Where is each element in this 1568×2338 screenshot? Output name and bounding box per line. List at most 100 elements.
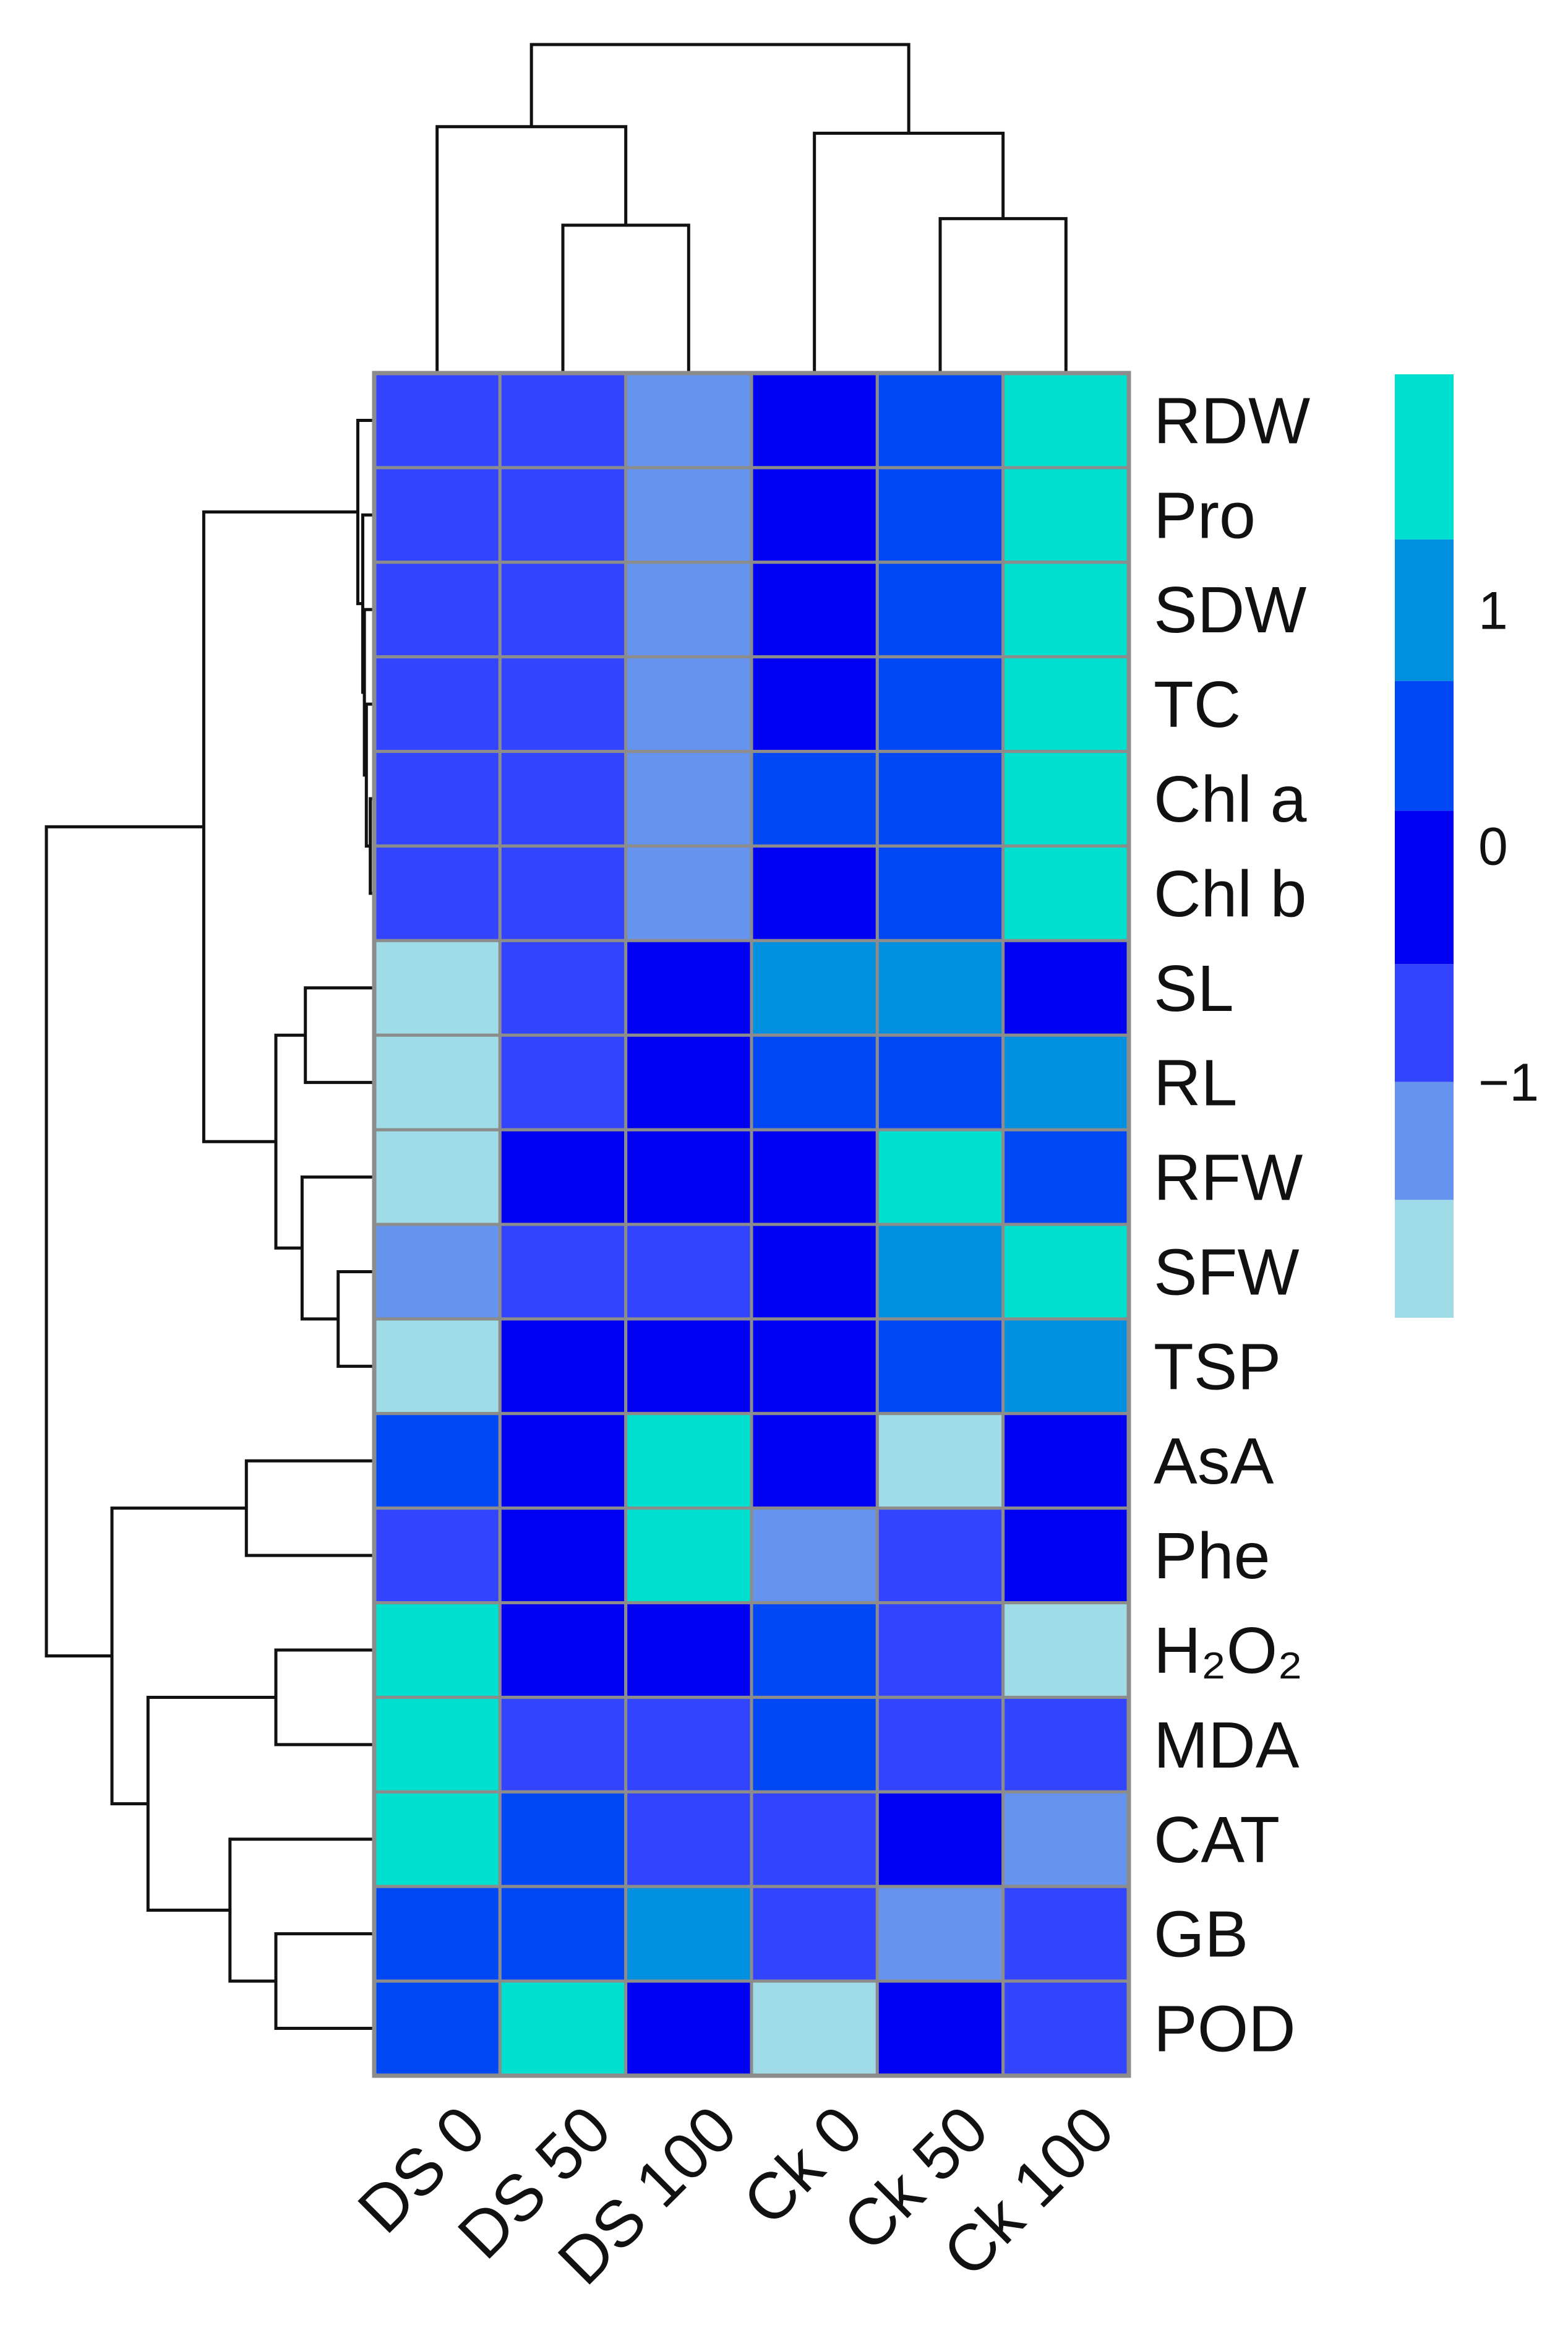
cell-asa-ds-0 xyxy=(372,1412,502,1510)
column-dendrogram xyxy=(435,43,1068,373)
cell-sfw-ds-50 xyxy=(498,1223,628,1321)
row-label: POD xyxy=(1154,1993,1296,2066)
row-label: RDW xyxy=(1154,384,1310,457)
column-dendrogram-branch xyxy=(938,217,1068,373)
cell-cat-ds-50 xyxy=(498,1790,628,1888)
cell-rdw-ds-0 xyxy=(372,371,502,470)
row-dendrogram-branch xyxy=(336,1270,374,1368)
cell-chl-a-ck-100 xyxy=(1001,750,1131,848)
cell-sfw-ds-0 xyxy=(372,1223,502,1321)
row-labels: RDW Pro SDW TC Chl a Chl b SL RL RFW SFW TSP AsA Phe… xyxy=(1154,384,1310,2065)
cell-gb-ds-50 xyxy=(498,1885,628,1983)
cell-tc-ck-100 xyxy=(1001,655,1131,754)
cell-h-o-ck-0 xyxy=(750,1601,879,1699)
cell-sdw-ck-0 xyxy=(750,561,879,659)
legend-swatch xyxy=(1395,374,1454,539)
cell-mda-ds-50 xyxy=(498,1695,628,1794)
row-label: Pro xyxy=(1154,479,1256,552)
cell-tc-ck-50 xyxy=(875,655,1005,754)
legend-swatch xyxy=(1395,539,1454,681)
cell-gb-ck-100 xyxy=(1001,1885,1131,1983)
legend-swatch xyxy=(1395,1081,1454,1200)
column-dendrogram-branch xyxy=(529,43,910,134)
cell-h-o-ds-50 xyxy=(498,1601,628,1699)
color-legend: 1 0 −1 xyxy=(1395,374,1539,1318)
cell-h-o-ck-50 xyxy=(875,1601,1005,1699)
cell-phe-ds-0 xyxy=(372,1506,502,1605)
cell-pod-ds-0 xyxy=(372,1979,502,2078)
row-label: Phe xyxy=(1154,1519,1270,1592)
row-dendrogram-branch xyxy=(228,1837,374,1983)
cell-cat-ck-50 xyxy=(875,1790,1005,1888)
cell-asa-ck-100 xyxy=(1001,1412,1131,1510)
cell-sdw-ck-100 xyxy=(1001,561,1131,659)
row-dendrogram-branch xyxy=(356,418,374,606)
cell-tc-ds-0 xyxy=(372,655,502,754)
cell-phe-ds-100 xyxy=(624,1506,753,1605)
cell-sl-ck-50 xyxy=(875,939,1005,1037)
row-label: CAT xyxy=(1154,1803,1280,1876)
cell-pod-ck-100 xyxy=(1001,1979,1131,2078)
row-label: RL xyxy=(1154,1047,1238,1120)
cell-chl-a-ds-0 xyxy=(372,750,502,848)
cell-sfw-ck-50 xyxy=(875,1223,1005,1321)
cell-sl-ds-0 xyxy=(372,939,502,1037)
cell-mda-ds-100 xyxy=(624,1695,753,1794)
cell-sdw-ds-0 xyxy=(372,561,502,659)
row-dendrogram xyxy=(45,418,374,2031)
column-dendrogram-branch xyxy=(435,125,628,373)
cell-tsp-ds-100 xyxy=(624,1317,753,1416)
cell-rdw-ck-50 xyxy=(875,371,1005,470)
cell-rfw-ck-100 xyxy=(1001,1128,1131,1226)
legend-swatch xyxy=(1395,810,1454,965)
heatmap-grid xyxy=(372,371,1131,2078)
cell-sfw-ds-100 xyxy=(624,1223,753,1321)
cell-sdw-ds-100 xyxy=(624,561,753,659)
cell-tsp-ck-100 xyxy=(1001,1317,1131,1416)
cell-cat-ds-100 xyxy=(624,1790,753,1888)
cell-asa-ck-50 xyxy=(875,1412,1005,1510)
row-label: TSP xyxy=(1154,1330,1281,1403)
cell-chl-a-ds-50 xyxy=(498,750,628,848)
cell-mda-ck-100 xyxy=(1001,1695,1131,1794)
row-dendrogram-branch xyxy=(304,986,374,1085)
cell-sl-ds-100 xyxy=(624,939,753,1037)
cell-rl-ck-100 xyxy=(1001,1033,1131,1132)
legend-tick-label: 0 xyxy=(1478,817,1508,877)
cell-rl-ds-0 xyxy=(372,1033,502,1132)
cell-sdw-ck-50 xyxy=(875,561,1005,659)
row-dendrogram-branch xyxy=(202,510,358,1143)
legend-swatch xyxy=(1395,964,1454,1082)
cell-rdw-ck-0 xyxy=(750,371,879,470)
cell-pod-ds-50 xyxy=(498,1979,628,2078)
row-label: SDW xyxy=(1154,574,1306,647)
cell-rdw-ds-50 xyxy=(498,371,628,470)
cell-phe-ds-50 xyxy=(498,1506,628,1605)
cell-gb-ck-50 xyxy=(875,1885,1005,1983)
row-dendrogram-branch xyxy=(45,825,204,1658)
row-label: AsA xyxy=(1154,1425,1274,1498)
cell-rfw-ck-0 xyxy=(750,1128,879,1226)
row-label: Chl a xyxy=(1154,763,1307,836)
row-dendrogram-branch xyxy=(274,1932,374,2031)
cell-tsp-ds-0 xyxy=(372,1317,502,1416)
row-dendrogram-branch xyxy=(244,1459,374,1557)
cell-h-o-ck-100 xyxy=(1001,1601,1131,1699)
cell-phe-ck-50 xyxy=(875,1506,1005,1605)
cell-rfw-ds-50 xyxy=(498,1128,628,1226)
cell-gb-ds-100 xyxy=(624,1885,753,1983)
row-label: MDA xyxy=(1154,1709,1300,1782)
cell-chl-a-ck-0 xyxy=(750,750,879,848)
row-dendrogram-branch xyxy=(110,1506,247,1805)
cell-sl-ck-0 xyxy=(750,939,879,1037)
row-dendrogram-branch xyxy=(274,1648,374,1747)
legend-swatch xyxy=(1395,681,1454,811)
cell-mda-ck-0 xyxy=(750,1695,879,1794)
row-label: TC xyxy=(1154,668,1241,741)
cell-asa-ds-50 xyxy=(498,1412,628,1510)
cell-sfw-ck-100 xyxy=(1001,1223,1131,1321)
cell-chl-b-ds-50 xyxy=(498,844,628,942)
cell-tc-ds-50 xyxy=(498,655,628,754)
